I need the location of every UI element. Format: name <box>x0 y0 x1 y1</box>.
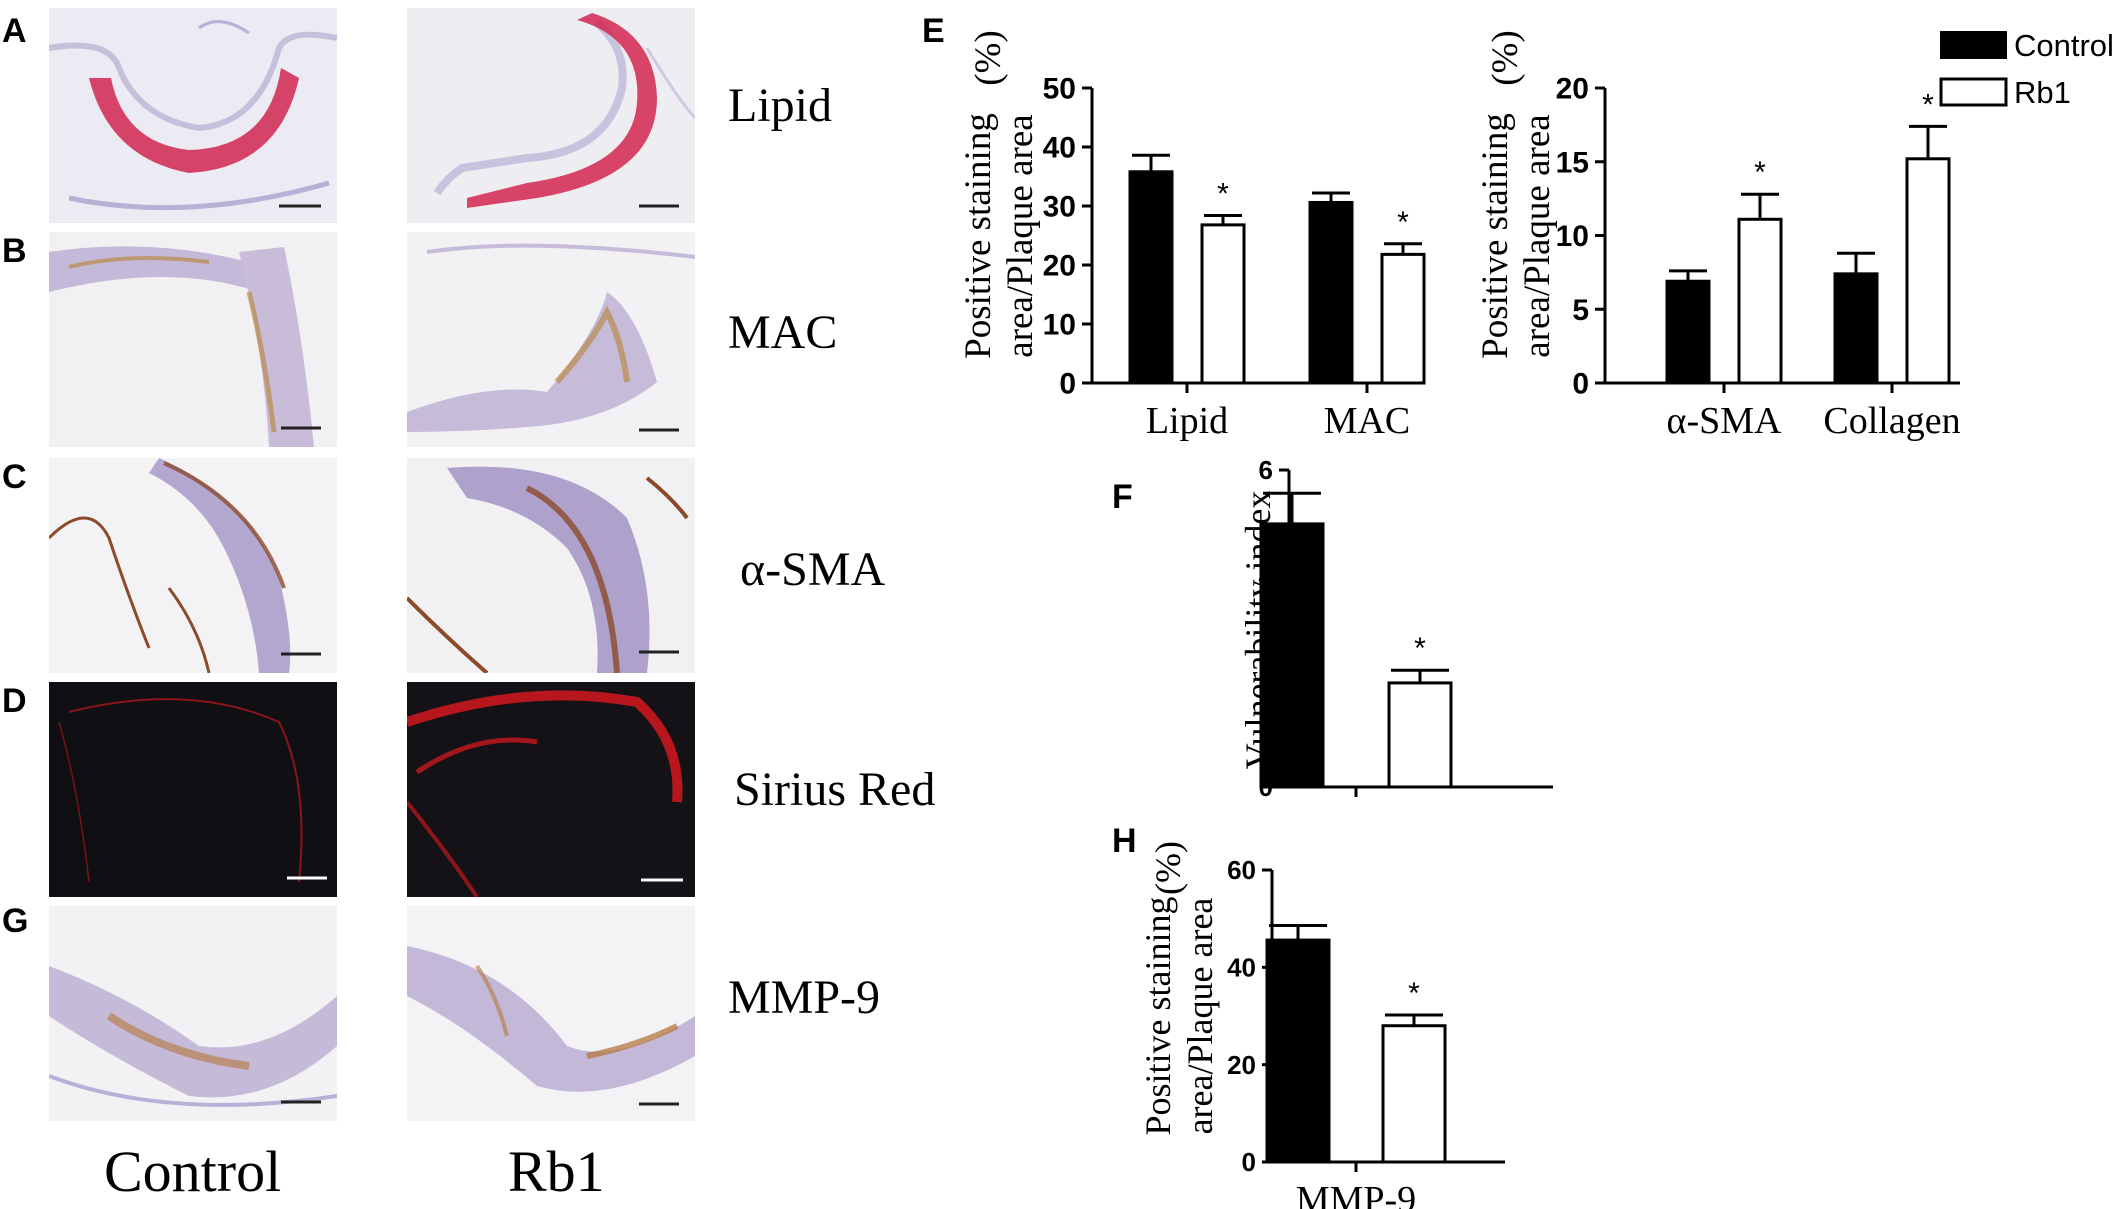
chart-e-right-bar-control <box>1833 272 1879 385</box>
chart-e-left-y-label-line2: area/Plaque area <box>1000 114 1041 357</box>
micrograph-mac-rb1 <box>407 232 695 447</box>
chart-e-right-y-tick-label: 15 <box>1556 146 1589 179</box>
chart-e-left-bar-control <box>1128 170 1174 385</box>
chart-e-left-y-label-line1: Positive staining <box>958 113 999 359</box>
chart-f-y-label: Vulnerability index <box>1238 491 1278 770</box>
row-label-sma: α-SMA <box>740 543 886 596</box>
panel-letter-f: F <box>1112 478 1133 516</box>
chart-e-right-y-label-line2: area/Plaque area <box>1517 114 1558 357</box>
chart-h-y-label-line1: Positive staining <box>1138 896 1178 1135</box>
panel-letter-g: G <box>2 902 29 940</box>
chart-e-right-y-tick-label: 5 <box>1572 294 1589 327</box>
column-label-rb1: Rb1 <box>508 1139 605 1204</box>
chart-h-y-tick-label: 0 <box>1242 1147 1256 1177</box>
chart-e-right-significance-mark: * <box>1922 88 1934 121</box>
chart-h-bar-rb1 <box>1381 1024 1447 1164</box>
chart-e-left-significance-mark: * <box>1397 206 1409 239</box>
row-label-mac: MAC <box>728 306 838 359</box>
row-label-mmp9: MMP-9 <box>728 971 881 1024</box>
chart-e-right-bar-rb1 <box>1737 217 1783 385</box>
column-label-control: Control <box>104 1139 282 1204</box>
micrograph-sma-control <box>49 458 337 673</box>
chart-e-right-y-tick-label: 0 <box>1572 368 1589 401</box>
legend: Control Rb1 <box>1939 28 2114 110</box>
chart-e-left-y-unit: (%) <box>968 30 1009 85</box>
chart-h-y-tick-label: 20 <box>1227 1050 1256 1080</box>
micrograph-lipid-control <box>49 8 337 223</box>
micrograph-mac-control <box>49 232 337 447</box>
chart-e-left-y-tick-label: 10 <box>1043 309 1076 342</box>
micrograph-sirius-rb1 <box>407 682 695 897</box>
micrograph-mmp9-control <box>49 906 337 1121</box>
legend-swatch-rb1 <box>1939 77 2008 107</box>
chart-e-left-significance-mark: * <box>1217 177 1229 210</box>
chart-e-left-category-label: MAC <box>1324 400 1411 442</box>
chart-e-left-y-tick-label: 20 <box>1043 250 1076 283</box>
legend-label-control: Control <box>2014 28 2114 63</box>
chart-e-right-y-tick-label: 20 <box>1556 73 1589 106</box>
chart-e-right-category-label: α-SMA <box>1667 400 1782 442</box>
panel-letter-e: E <box>922 12 945 50</box>
chart-e-left-y-tick-label: 0 <box>1059 368 1076 401</box>
panel-letter-d: D <box>2 682 27 720</box>
chart-f-y-tick-label: 6 <box>1259 455 1273 485</box>
panel-letter-b: B <box>2 232 27 270</box>
chart-e-right-y-unit: (%) <box>1485 30 1526 85</box>
legend-label-rb1: Rb1 <box>2014 75 2071 110</box>
chart-e-right-y-label-line1: Positive staining <box>1475 113 1516 359</box>
chart-e-right-category-label: Collagen <box>1823 400 1960 442</box>
panel-letter-a: A <box>2 12 27 50</box>
chart-h-y-label-line2: area/Plaque area <box>1180 898 1220 1135</box>
chart-h-category-label: MMP-9 <box>1296 1179 1416 1209</box>
chart-h-y-unit: (%) <box>1148 841 1188 895</box>
chart-e-left-bar-rb1 <box>1380 252 1426 385</box>
panel-letter-h: H <box>1112 822 1137 860</box>
chart-h-significance-mark: * <box>1408 977 1420 1010</box>
chart-f-bar-rb1 <box>1387 681 1453 789</box>
chart-e-left-y-tick-label: 30 <box>1043 191 1076 224</box>
panel-letter-c: C <box>2 458 27 496</box>
legend-swatch-control <box>1940 31 2007 59</box>
chart-e-left-category-label: Lipid <box>1146 400 1228 442</box>
row-label-lipid: Lipid <box>728 79 832 132</box>
chart-f-bar-control <box>1259 522 1325 789</box>
row-label-sirius: Sirius Red <box>734 763 936 816</box>
chart-e-left-bar-control <box>1308 200 1354 385</box>
chart-e-right-significance-mark: * <box>1754 156 1766 189</box>
chart-f-significance-mark: * <box>1414 632 1426 665</box>
chart-e-left-y-tick-label: 50 <box>1043 73 1076 106</box>
micrograph-sirius-control <box>49 682 337 897</box>
chart-h-y-tick-label: 40 <box>1227 952 1256 982</box>
chart-e-left-y-tick-label: 40 <box>1043 132 1076 165</box>
micrograph-lipid-rb1 <box>407 8 695 223</box>
chart-h-y-tick-label: 60 <box>1227 855 1256 885</box>
chart-h-bar-control <box>1265 938 1331 1164</box>
micrograph-sma-rb1 <box>407 458 695 673</box>
micrograph-mmp9-rb1 <box>407 906 695 1121</box>
chart-e-right-y-tick-label: 10 <box>1556 220 1589 253</box>
chart-e-right-bar-control <box>1665 279 1711 385</box>
chart-e-left-bar-rb1 <box>1200 223 1246 385</box>
chart-e-right-bar-rb1 <box>1905 157 1951 385</box>
